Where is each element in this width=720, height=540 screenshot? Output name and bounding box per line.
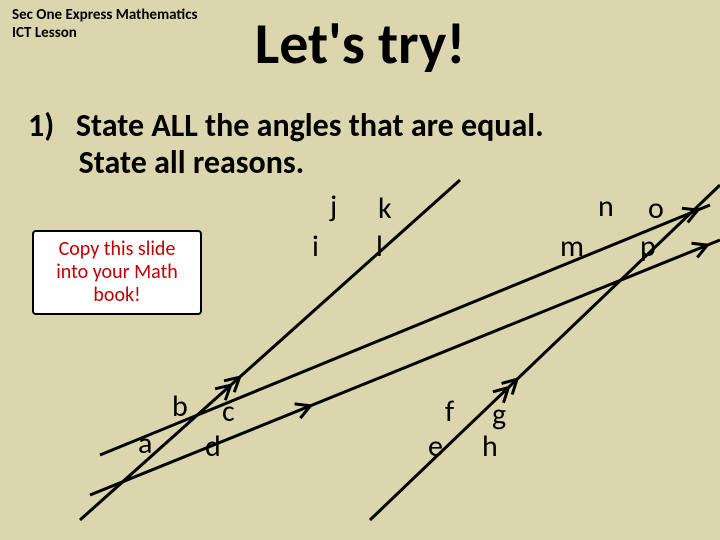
angle-label-f: f — [445, 393, 454, 430]
angle-label-i: i — [312, 228, 319, 265]
question-block: 1) State ALL the angles that are equal. … — [28, 108, 544, 182]
angle-label-d: d — [205, 428, 221, 465]
angle-label-h: h — [482, 428, 498, 465]
angle-label-m: m — [560, 228, 584, 265]
angle-label-n: n — [598, 188, 614, 225]
angle-label-p: p — [640, 228, 656, 265]
angle-label-c: c — [222, 393, 235, 430]
question-number: 1) — [28, 106, 54, 145]
slide-title: Let's try! — [0, 8, 720, 79]
angle-label-a: a — [138, 425, 152, 462]
question-line1: State ALL the angles that are equal. — [76, 106, 544, 145]
angle-label-l: l — [376, 228, 383, 265]
angle-label-b: b — [172, 388, 188, 425]
angle-label-e: e — [428, 428, 443, 465]
question-line2: State all reasons. — [79, 143, 305, 182]
angle-label-o: o — [648, 190, 664, 227]
copy-callout: Copy this slide into your Math book! — [32, 230, 202, 315]
angle-label-k: k — [378, 190, 392, 227]
angle-label-j: j — [330, 188, 337, 225]
